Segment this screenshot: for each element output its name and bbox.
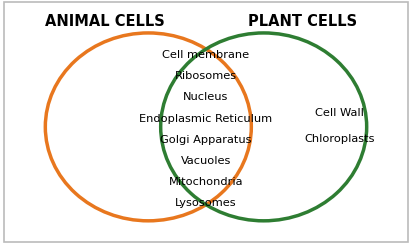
- Text: PLANT CELLS: PLANT CELLS: [248, 14, 357, 30]
- Text: ANIMAL CELLS: ANIMAL CELLS: [45, 14, 165, 30]
- Text: Chloroplasts: Chloroplasts: [304, 134, 375, 144]
- Text: Vacuoles: Vacuoles: [181, 156, 231, 166]
- Text: Nucleus: Nucleus: [183, 92, 229, 102]
- Text: Mitochondria: Mitochondria: [169, 177, 243, 187]
- Text: Lysosomes: Lysosomes: [175, 199, 237, 208]
- Text: Cell Wall: Cell Wall: [316, 109, 364, 118]
- Text: Endoplasmic Reticulum: Endoplasmic Reticulum: [139, 114, 273, 123]
- Text: Cell membrane: Cell membrane: [162, 50, 250, 60]
- Text: Golgi Apparatus: Golgi Apparatus: [160, 135, 252, 145]
- Text: Ribosomes: Ribosomes: [175, 71, 237, 81]
